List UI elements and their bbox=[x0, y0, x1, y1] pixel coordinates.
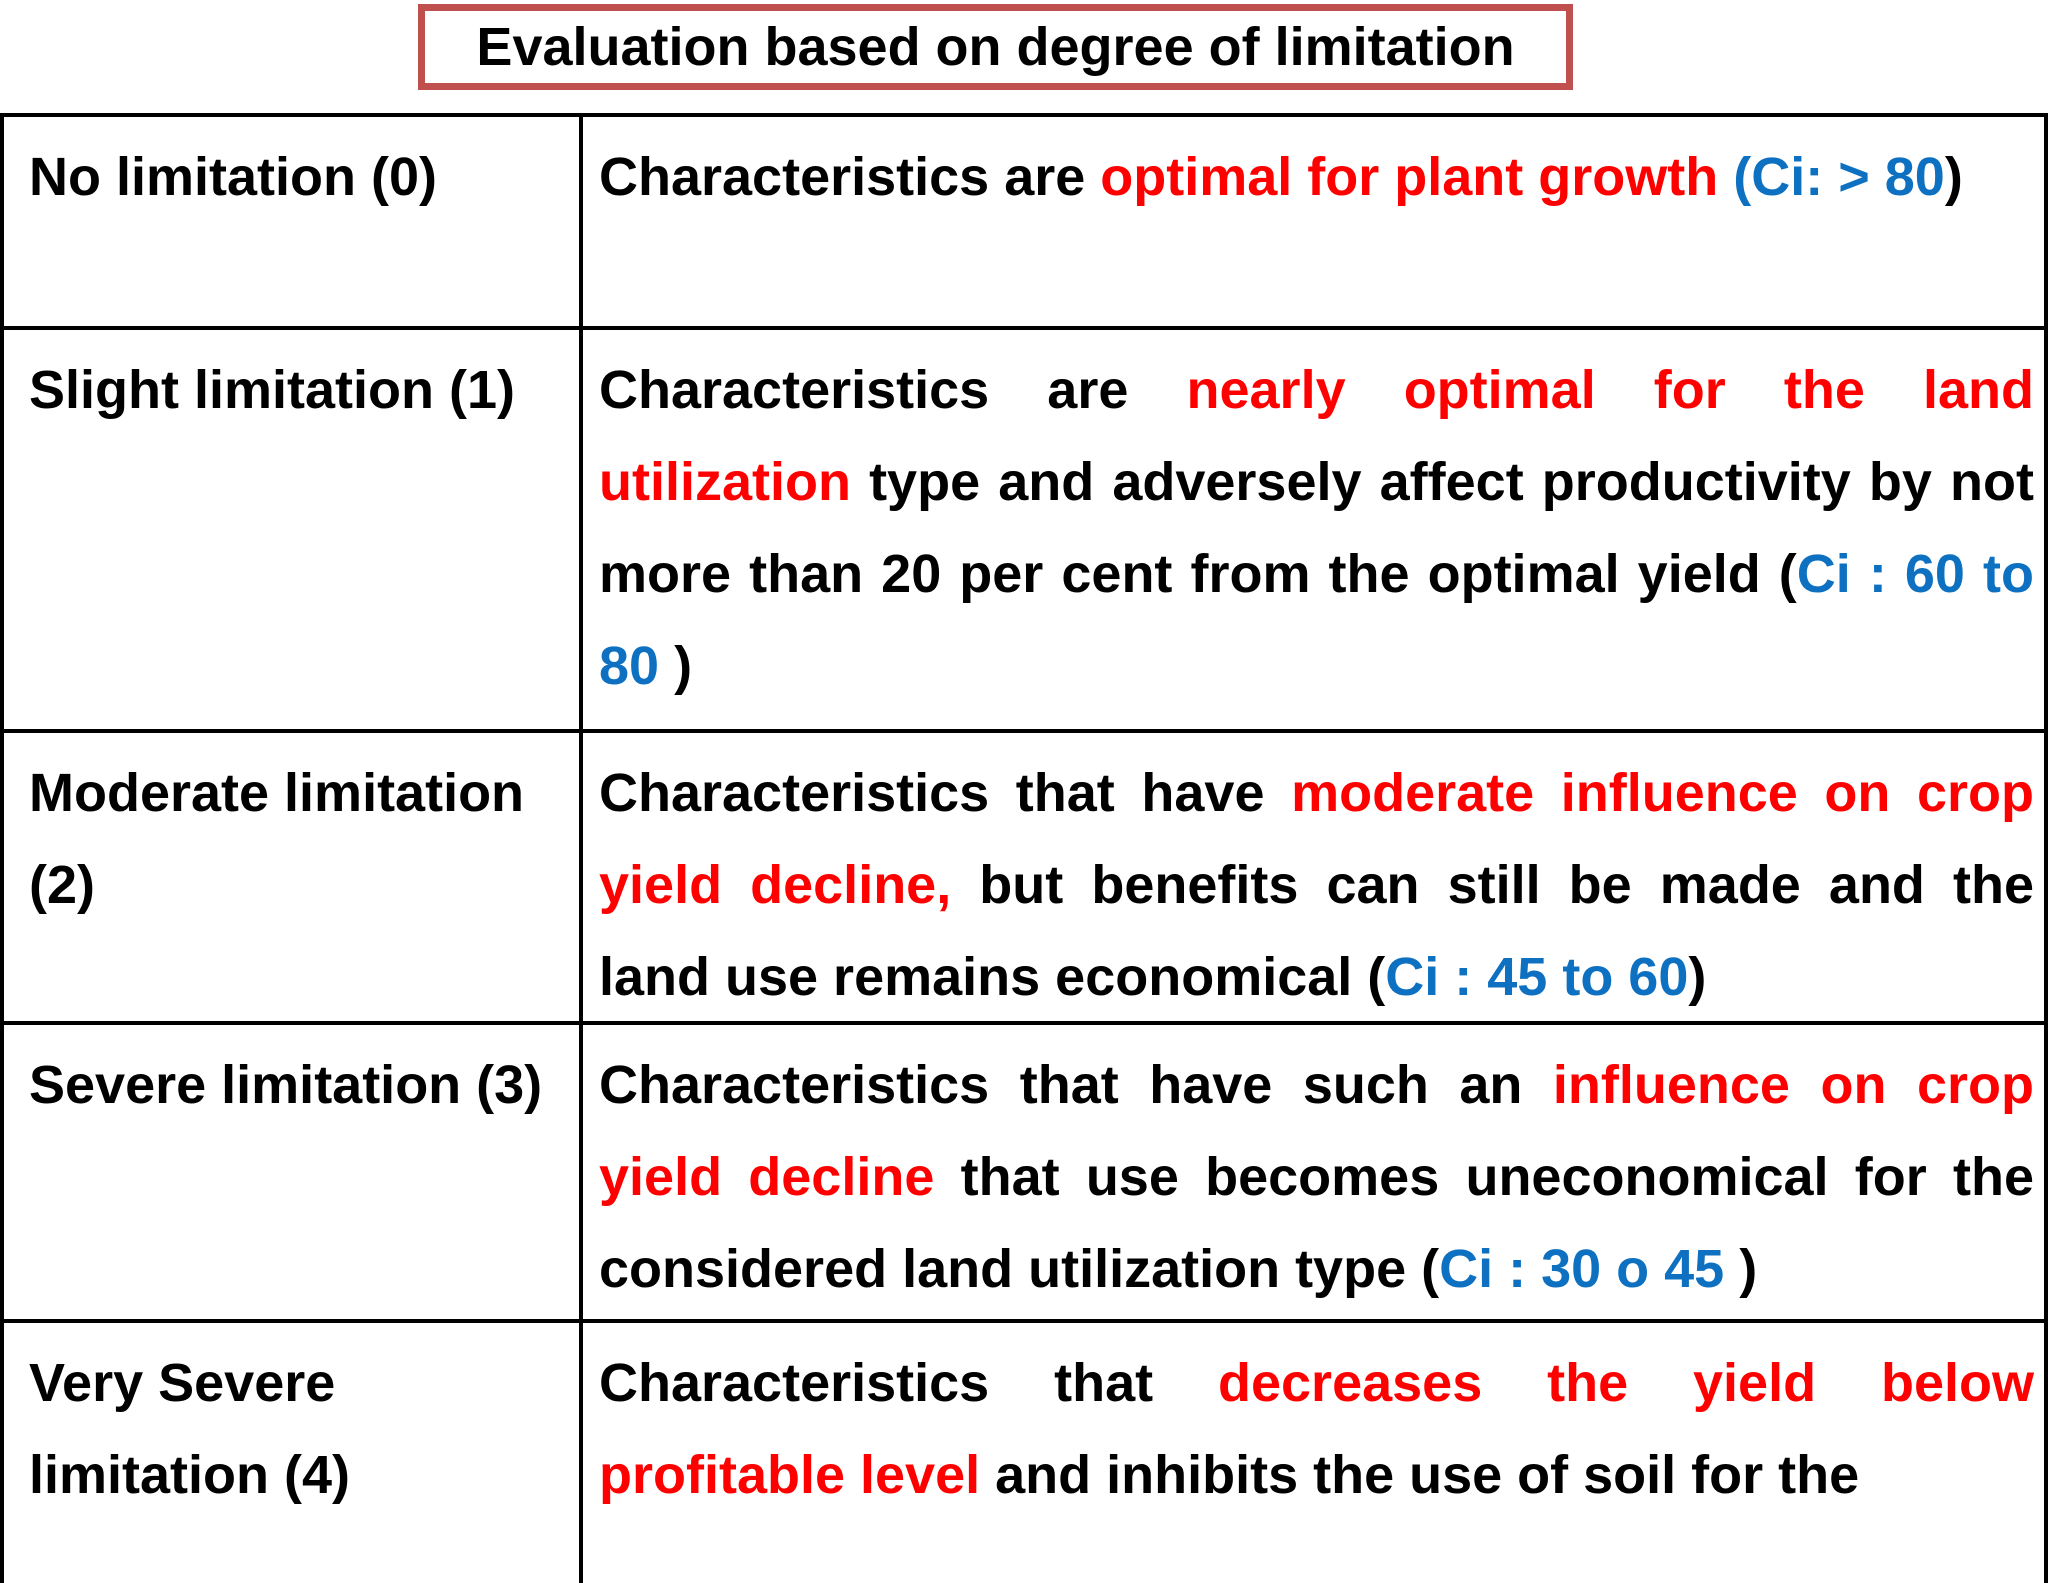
description-segment: nearly optimal for the land utilization bbox=[599, 360, 2035, 512]
description-segment: Characteristics are bbox=[599, 147, 1101, 207]
description-cell: Characteristics are optimal for plant gr… bbox=[583, 117, 2044, 326]
table-row: No limitation (0) Characteristics are opt… bbox=[4, 117, 2044, 330]
degree-label: No limitation (0) bbox=[29, 147, 437, 207]
degree-cell: Severe limitation (3) bbox=[4, 1025, 583, 1319]
description-segment: ) bbox=[1688, 947, 1707, 1007]
description-segment: influence on crop yield decline bbox=[599, 1055, 2034, 1207]
table-row: Very Severe limitation (4) Characteristic… bbox=[4, 1323, 2044, 1583]
degree-label: Very Severe limitation (4) bbox=[29, 1353, 350, 1505]
degree-cell: No limitation (0) bbox=[4, 117, 583, 326]
description-segment: but benefits can still be made and the l… bbox=[599, 855, 2034, 1007]
description-segment: ) bbox=[674, 636, 693, 696]
description-segment: Ci : 30 o 45 bbox=[1439, 1239, 1740, 1299]
description-segment: Characteristics are bbox=[599, 360, 1187, 420]
description-segment: Ci : 60 to 80 bbox=[599, 544, 2034, 696]
description-segment: Characteristics that have such an bbox=[599, 1055, 1553, 1115]
description-segment: type and adversely affect productivity b… bbox=[599, 452, 2034, 604]
description-segment: Characteristics that bbox=[599, 1353, 1218, 1413]
description-cell: Characteristics that have such an influe… bbox=[583, 1025, 2044, 1319]
table-row: Slight limitation (1) Characteristics are… bbox=[4, 330, 2044, 733]
slide: Evaluation based on degree of limitation… bbox=[0, 4, 2048, 1583]
degree-label: Slight limitation (1) bbox=[29, 360, 515, 420]
description-segment: and inhibits the use of soil for the bbox=[995, 1445, 1860, 1505]
limitation-table: No limitation (0) Characteristics are opt… bbox=[0, 113, 2048, 1583]
description-segment: Ci : 45 to 60 bbox=[1385, 947, 1689, 1007]
description-segment: (Ci: > 80 bbox=[1733, 147, 1945, 207]
table-row: Moderate limitation (2) Characteristics t… bbox=[4, 733, 2044, 1025]
table-row: Severe limitation (3) Characteristics tha… bbox=[4, 1025, 2044, 1323]
description-segment: ) bbox=[1944, 147, 1963, 207]
description-segment: optimal for plant growth bbox=[1100, 147, 1734, 207]
page-title-box: Evaluation based on degree of limitation bbox=[418, 4, 1573, 90]
degree-cell: Slight limitation (1) bbox=[4, 330, 583, 729]
description-segment: ) bbox=[1739, 1239, 1758, 1299]
degree-label: Severe limitation (3) bbox=[29, 1055, 543, 1115]
description-segment: Characteristics that have bbox=[599, 763, 1292, 823]
page-title: Evaluation based on degree of limitation bbox=[476, 17, 1515, 77]
degree-cell: Very Severe limitation (4) bbox=[4, 1323, 583, 1583]
description-segment: moderate influence on crop yield decline… bbox=[599, 763, 2034, 915]
description-segment: decreases the yield below profitable lev… bbox=[599, 1353, 2034, 1505]
degree-label: Moderate limitation (2) bbox=[29, 763, 525, 915]
description-segment: that use becomes uneconomical for the co… bbox=[599, 1147, 2034, 1299]
description-cell: Characteristics are nearly optimal for t… bbox=[583, 330, 2044, 729]
description-cell: Characteristics that have moderate influ… bbox=[583, 733, 2044, 1021]
description-cell: Characteristics that decreases the yield… bbox=[583, 1323, 2044, 1583]
degree-cell: Moderate limitation (2) bbox=[4, 733, 583, 1021]
